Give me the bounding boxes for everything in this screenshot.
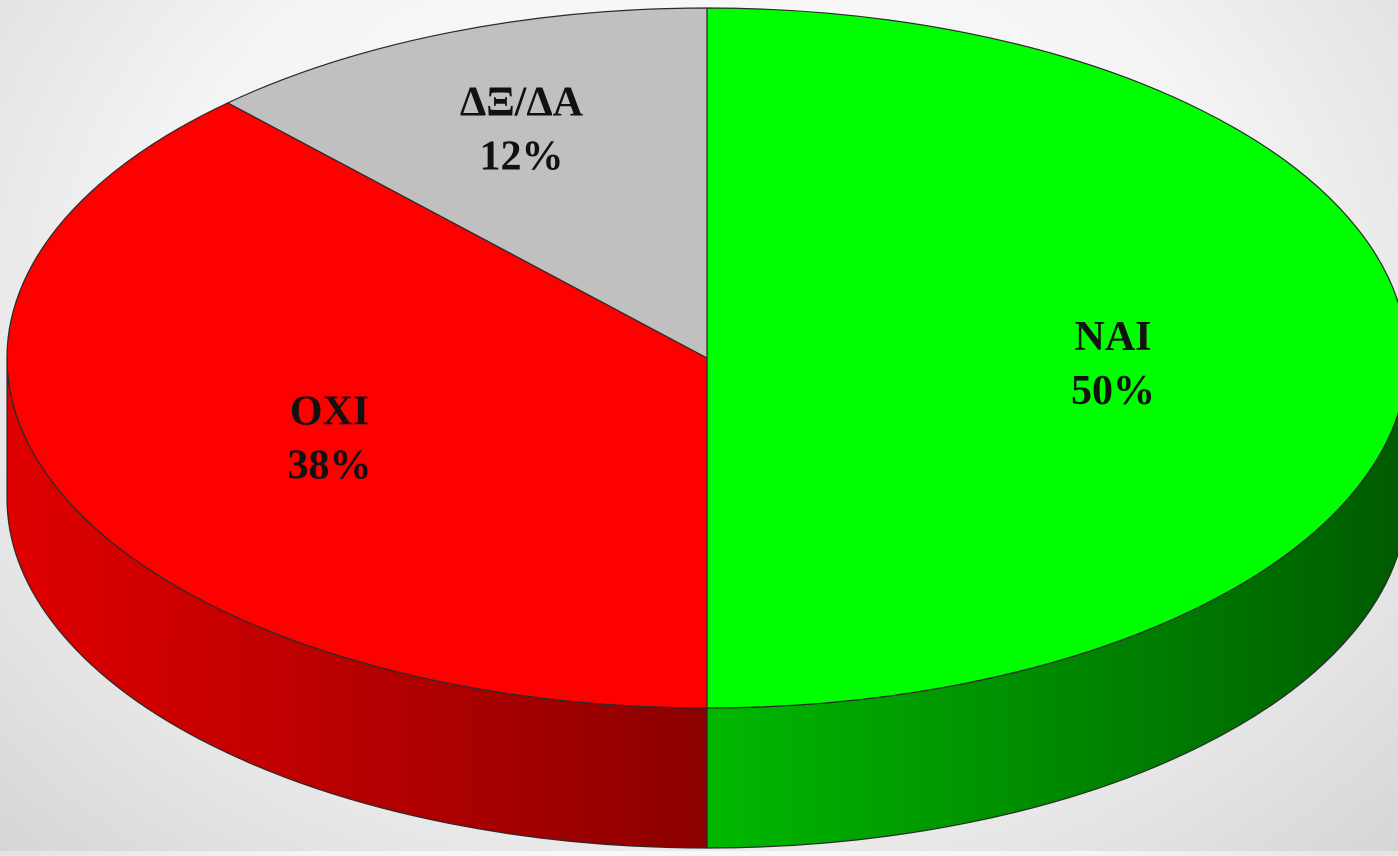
- pie-labels: ΝΑΙ 50% ΟΧΙ 38% ΔΞ/ΔΑ 12%: [288, 80, 1155, 489]
- pie-tops: [6, 7, 1398, 709]
- pie-slice-oxi: [6, 102, 708, 709]
- pie-label-nai: ΝΑΙ 50%: [1071, 314, 1155, 414]
- pie-label-value-dk-na: 12%: [479, 134, 563, 180]
- pie-label-value-nai: 50%: [1071, 368, 1155, 414]
- pie-slice-dk-na: [226, 7, 708, 359]
- pie-label-dk-na: ΔΞ/ΔΑ 12%: [460, 80, 584, 180]
- pie-label-name-oxi: ΟΧΙ: [290, 389, 369, 435]
- pie-label-oxi: ΟΧΙ 38%: [288, 389, 372, 489]
- pie-label-value-oxi: 38%: [288, 443, 372, 489]
- pie-label-name-dk-na: ΔΞ/ΔΑ: [460, 80, 584, 126]
- pie-label-name-nai: ΝΑΙ: [1074, 314, 1151, 360]
- pie-slice-nai: [706, 7, 1398, 709]
